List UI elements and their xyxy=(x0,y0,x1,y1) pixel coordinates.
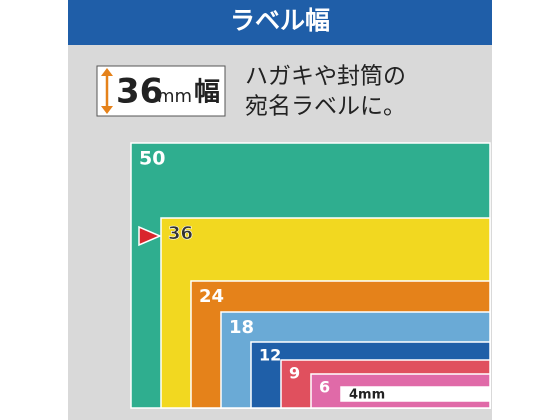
description-line: 宛名ラベルに。 xyxy=(245,94,406,120)
label-strip xyxy=(340,386,491,402)
badge-box xyxy=(96,65,226,117)
pointer xyxy=(138,225,162,247)
width-label: 9 xyxy=(289,364,300,383)
width-label: 36 xyxy=(168,223,193,244)
description-line: ハガキや封筒の xyxy=(245,64,406,90)
badge-suffix: 幅 xyxy=(194,78,220,108)
width-label: 50 xyxy=(139,148,165,170)
title: ラベル幅 xyxy=(230,6,330,35)
width-label: 24 xyxy=(199,286,224,307)
header-band xyxy=(68,0,492,45)
width-label: 12 xyxy=(259,346,281,365)
width-label: 4mm xyxy=(349,388,385,403)
badge-arrow xyxy=(101,68,113,114)
badge-unit: mm xyxy=(157,86,192,107)
width-label: 6 xyxy=(319,378,330,397)
badge-number: 36 xyxy=(116,72,163,112)
width-label: 18 xyxy=(229,317,254,338)
